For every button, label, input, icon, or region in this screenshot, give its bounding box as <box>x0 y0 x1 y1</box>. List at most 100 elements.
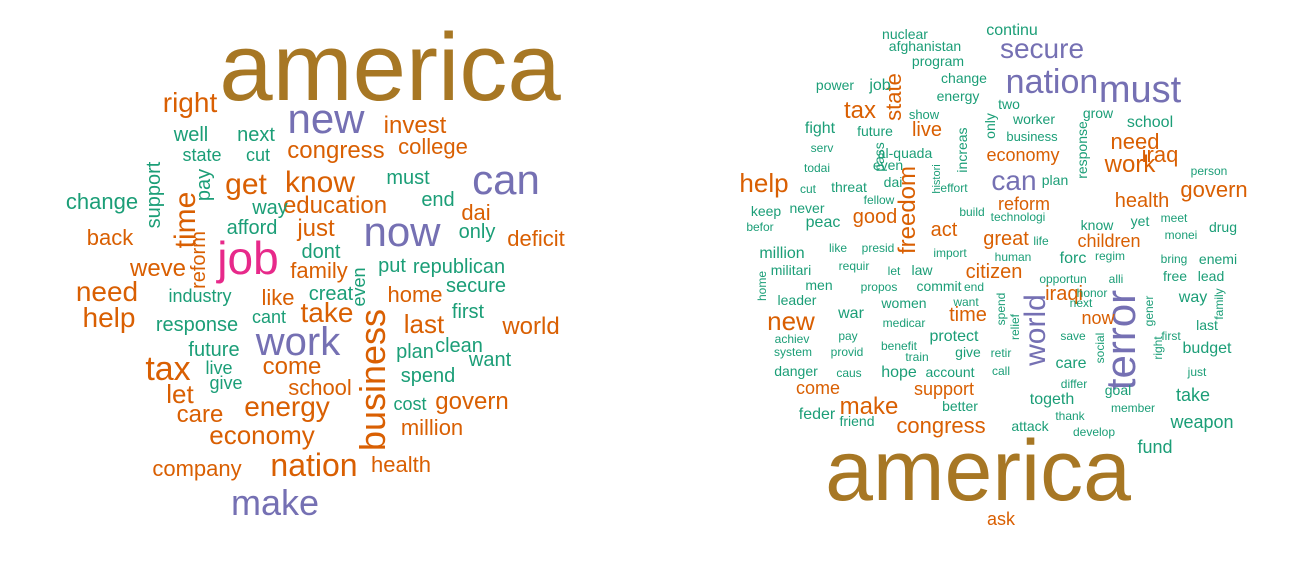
word-can: can <box>991 165 1036 196</box>
word-know: know <box>1081 217 1115 233</box>
word-next: next <box>237 124 275 146</box>
word-nation: nation <box>270 447 357 483</box>
word-response: response <box>1074 121 1090 179</box>
word-terror: terror <box>1097 290 1144 390</box>
word-just: just <box>1187 365 1207 379</box>
word-commit: commit <box>916 278 961 294</box>
word-now: now <box>363 208 441 255</box>
word-cost: cost <box>393 394 426 414</box>
word-congress: congress <box>287 137 384 164</box>
word-govern: govern <box>1180 177 1247 202</box>
word-help: help <box>739 168 788 198</box>
word-citizen: citizen <box>966 261 1023 283</box>
word-make: make <box>231 482 319 523</box>
word-need: need <box>1111 129 1160 154</box>
word-increas: increas <box>954 127 970 172</box>
word-school: school <box>1127 114 1173 131</box>
word-family: family <box>1212 288 1226 319</box>
word-america: america <box>219 14 561 121</box>
word-goal: goal <box>1105 382 1131 398</box>
word-opportun: opportun <box>1039 272 1086 286</box>
word-reform: reform <box>998 194 1050 214</box>
word-serv: serv <box>811 141 834 155</box>
word-work: work <box>255 320 341 364</box>
word-help: help <box>83 302 136 333</box>
word-live: live <box>912 119 942 141</box>
word-time: time <box>169 192 202 249</box>
word-make: make <box>840 393 899 420</box>
word-now: now <box>1081 308 1115 328</box>
word-cloud-left: americanewcannowworkmakejobrightinvestco… <box>66 14 565 523</box>
word-act: act <box>931 219 958 241</box>
word-put: put <box>378 255 406 277</box>
word-al-quada: al-quada <box>878 145 933 161</box>
word-end: end <box>421 189 454 211</box>
word-business: business <box>352 309 393 451</box>
word-account: account <box>925 364 974 380</box>
word-must: must <box>386 167 430 189</box>
word-medicar: medicar <box>883 316 926 330</box>
word-befor: befor <box>746 220 773 234</box>
word-come: come <box>796 378 840 398</box>
word-home: home <box>387 282 442 307</box>
word-afghanistan: afghanistan <box>889 38 961 54</box>
word-effort: effort <box>940 181 968 195</box>
word-republican: republican <box>413 256 505 278</box>
word-state: state <box>182 145 221 165</box>
word-even: even <box>873 157 903 173</box>
word-drug: drug <box>1209 219 1237 235</box>
word-propos: propos <box>861 280 898 294</box>
word-deficit: deficit <box>507 226 564 251</box>
word-even: even <box>349 267 369 306</box>
word-iraqi: iraqi <box>1045 283 1083 305</box>
word-build: build <box>959 205 984 219</box>
word-health: health <box>371 452 431 477</box>
word-care: care <box>1055 355 1086 372</box>
word-get: get <box>225 168 267 201</box>
word-train: train <box>905 350 928 364</box>
word-meet: meet <box>1161 211 1188 225</box>
word-alli: alli <box>1109 272 1124 286</box>
word-retir: retir <box>991 346 1012 360</box>
word-threat: threat <box>831 179 867 195</box>
word-worker: worker <box>1012 111 1055 127</box>
word-end: end <box>964 280 984 294</box>
word-cut: cut <box>246 145 270 165</box>
word-right: right <box>1151 336 1165 360</box>
word-world: world <box>1019 294 1052 367</box>
word-response: response <box>156 314 238 336</box>
word-danger: danger <box>774 363 818 379</box>
word-keep: keep <box>751 203 782 219</box>
word-women: women <box>880 295 926 311</box>
word-college: college <box>398 134 468 159</box>
word-fellow: fellow <box>864 193 895 207</box>
word-protect: protect <box>930 328 979 345</box>
word-dai: dai <box>461 200 490 225</box>
word-fight: fight <box>805 120 836 137</box>
word-peac: peac <box>806 214 841 231</box>
word-change: change <box>66 189 138 214</box>
word-save: save <box>1060 329 1086 343</box>
word-pay: pay <box>838 329 857 343</box>
word-afford: afford <box>227 217 278 239</box>
word-give: give <box>955 344 981 360</box>
word-provid: provid <box>831 345 864 359</box>
word-war: war <box>837 305 864 322</box>
word-million: million <box>759 245 804 262</box>
word-education: education <box>283 192 387 219</box>
word-new: new <box>767 306 815 336</box>
word-only: only <box>982 113 998 139</box>
word-support: support <box>914 379 974 399</box>
word-future: future <box>188 339 239 361</box>
word-reform: reform <box>188 231 210 289</box>
word-company: company <box>152 456 241 481</box>
word-children: children <box>1077 231 1140 251</box>
word-world: world <box>501 313 559 340</box>
word-hope: hope <box>881 364 917 381</box>
word-just: just <box>296 215 335 242</box>
word-secure: secure <box>1000 33 1084 64</box>
word-care: care <box>177 401 224 428</box>
word-home: home <box>755 271 769 301</box>
word-take: take <box>1176 385 1210 405</box>
word-last: last <box>404 309 445 339</box>
